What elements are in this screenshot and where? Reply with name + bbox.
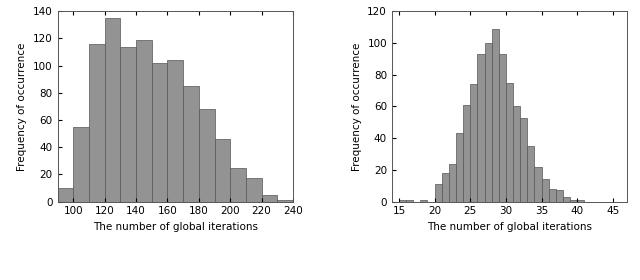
Bar	[513, 106, 520, 202]
Bar	[120, 46, 136, 202]
Bar	[262, 195, 277, 202]
Bar	[556, 190, 563, 202]
Bar	[534, 167, 541, 202]
Bar	[58, 188, 74, 202]
Bar	[406, 200, 413, 202]
Bar	[399, 200, 406, 202]
Bar	[456, 133, 463, 202]
Bar	[199, 109, 214, 202]
Bar	[492, 29, 499, 202]
Bar	[168, 60, 183, 202]
X-axis label: The number of global iterations: The number of global iterations	[93, 222, 258, 232]
Bar	[246, 178, 262, 202]
Bar	[570, 200, 577, 202]
Bar	[214, 139, 230, 202]
Bar	[277, 200, 293, 202]
Bar	[477, 54, 484, 202]
Bar	[548, 189, 556, 202]
Bar	[74, 127, 89, 202]
X-axis label: The number of global iterations: The number of global iterations	[427, 222, 592, 232]
Bar	[563, 197, 570, 202]
Bar	[484, 43, 492, 202]
Bar	[230, 168, 246, 202]
Bar	[541, 179, 548, 202]
Bar	[470, 84, 477, 202]
Bar	[435, 184, 442, 202]
Bar	[442, 173, 449, 202]
Bar	[420, 200, 428, 202]
Y-axis label: Frequency of occurrence: Frequency of occurrence	[351, 42, 362, 171]
Bar	[577, 200, 584, 202]
Bar	[449, 164, 456, 202]
Bar	[152, 63, 168, 202]
Bar	[527, 146, 534, 202]
Bar	[136, 40, 152, 202]
Bar	[463, 105, 470, 202]
Bar	[506, 83, 513, 202]
Bar	[499, 54, 506, 202]
Bar	[183, 86, 199, 202]
Bar	[520, 118, 527, 202]
Y-axis label: Frequency of occurrence: Frequency of occurrence	[17, 42, 28, 171]
Bar	[89, 44, 105, 202]
Bar	[105, 18, 120, 202]
